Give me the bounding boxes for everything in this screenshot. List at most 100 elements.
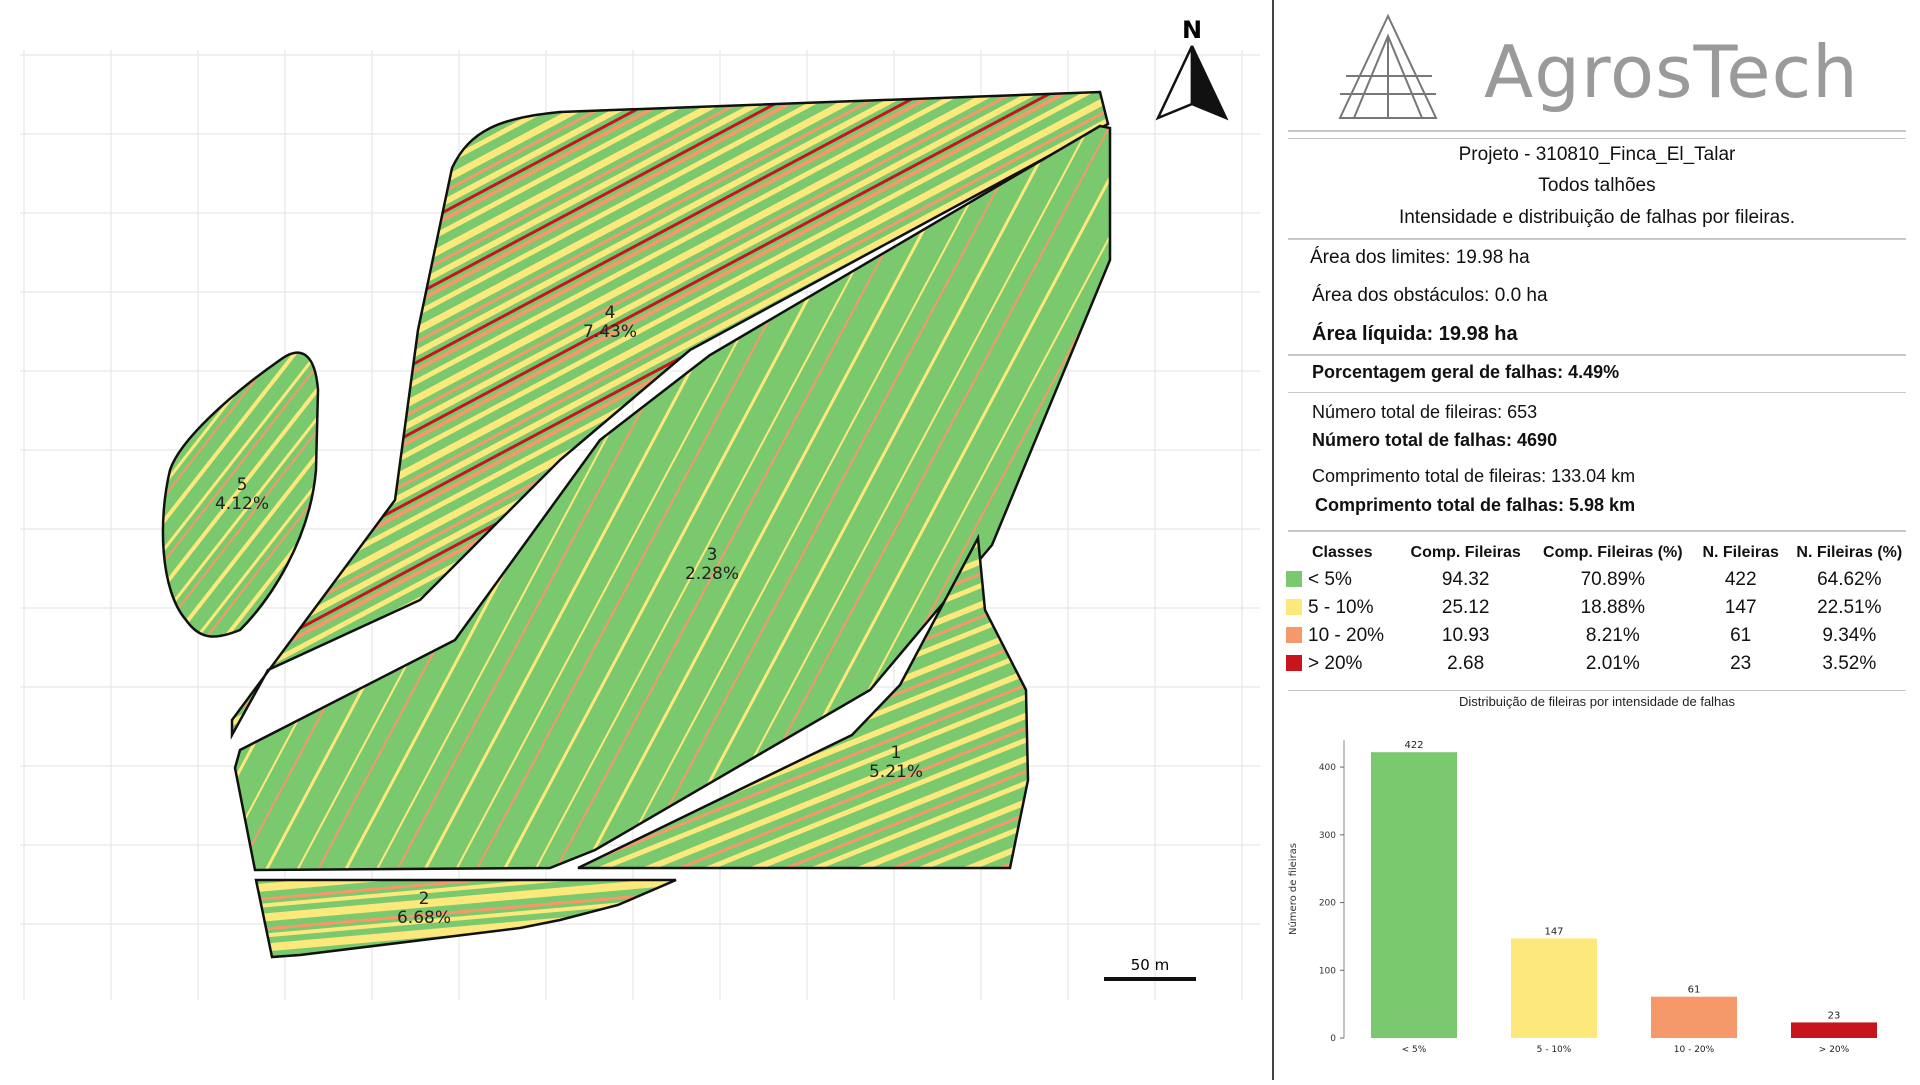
bar [1791,1022,1877,1038]
field-1-id: 1 [891,743,902,763]
table-cell: 9.34% [1822,625,1877,646]
area-obstacles: Área dos obstáculos: 0.0 ha [1312,285,1548,306]
y-tick-label: 100 [1319,966,1336,976]
table-body: < 5% 94.32 70.89% 422 64.62% 5 - 10% 25.12 18.8… [1284,566,1912,678]
agrostech-logo-icon [1338,14,1438,119]
field-5-pct: 4.12% [215,494,269,514]
table-cell: 422 [1724,569,1757,590]
field-3-pct: 2.28% [685,564,739,584]
table-cell: 10.93 [1441,625,1490,646]
class-cell: 5 - 10% [1284,594,1400,622]
y-tick-label: 300 [1319,831,1336,841]
y-tick-label: 400 [1319,763,1336,773]
class-label: < 5% [1308,569,1352,590]
report-subtitle: Intensidade e distribuição de falhas por… [1398,207,1796,228]
map-panel: 1 5.21% 2 6.68% 3 2.28% 4 7.43% 5 4.12% … [20,16,1260,1000]
scale-label: 50 m [1131,956,1169,974]
table-cell: 2.01% [1585,653,1640,674]
north-arrow-icon: N [1155,16,1229,121]
divider-line [1288,354,1906,356]
table-header: Comp. Fileiras [1410,544,1521,561]
panel-divider [1272,0,1274,1080]
table-row: 5 - 10% 25.12 18.88% 147 22.51% [1284,594,1912,622]
y-tick-label: 200 [1319,899,1336,909]
field-4-polygon[interactable] [230,90,1110,740]
divider-line [1288,530,1906,532]
class-cell: < 5% [1284,566,1400,594]
class-swatch [1286,599,1302,615]
divider-line [1288,392,1906,393]
bar-value-label: 61 [1688,985,1701,996]
y-axis-label: Número de fileiras [1287,843,1299,935]
class-swatch [1286,571,1302,587]
overall-failure: Porcentagem geral de falhas: 4.49% [1312,362,1620,382]
field-1-polygon[interactable] [577,533,1030,870]
class-label: > 20% [1308,653,1363,674]
table-cell: 147 [1724,597,1757,618]
divider-line [1288,238,1906,240]
table-cell: 2.68 [1447,653,1485,674]
class-label: 10 - 20% [1308,625,1385,646]
chart-title: Distribuição de fileiras por intensidade… [1458,694,1736,709]
class-cell: 10 - 20% [1284,622,1400,650]
class-label: 5 - 10% [1308,597,1374,618]
table-cell: 61 [1730,625,1752,646]
total-failures: Número total de falhas: 4690 [1312,430,1558,450]
bar-value-label: 23 [1828,1010,1841,1021]
field-3-id: 3 [707,545,718,565]
scope-label: Todos talhões [1538,175,1656,196]
table-header: Classes [1311,544,1373,561]
table-cell: 18.88% [1580,597,1646,618]
field-2-id: 2 [419,889,430,909]
total-row-length: Comprimento total de fileiras: 133.04 km [1312,466,1636,486]
field-4-pct: 7.43% [583,322,637,342]
field-5-id: 5 [237,475,248,495]
x-tick-label: > 20% [1819,1045,1850,1055]
north-label: N [1182,16,1202,44]
table-row: > 20% 2.68 2.01% 23 3.52% [1284,650,1912,678]
table-cell: 94.32 [1441,569,1490,590]
field-2-pct: 6.68% [397,908,451,928]
divider-line [1288,690,1906,691]
table-header: N. Fileiras (%) [1796,544,1903,561]
table-cell: 64.62% [1817,569,1882,590]
bar-value-label: 422 [1404,740,1423,751]
bar [1371,752,1457,1038]
total-rows: Número total de fileiras: 653 [1312,402,1538,422]
table-cell: 8.21% [1585,625,1640,646]
total-failure-length: Comprimento total de falhas: 5.98 km [1315,495,1636,515]
table-cell: 23 [1730,653,1752,674]
class-swatch [1286,627,1302,643]
field-2-polygon[interactable] [254,878,677,959]
field-labels: 1 5.21% 2 6.68% 3 2.28% 4 7.43% 5 4.12% [215,303,923,928]
project-name: Projeto - 310810_Finca_El_Talar [1458,144,1736,165]
field-3-polygon[interactable] [233,124,1112,872]
area-net: Área líquida: 19.98 ha [1312,323,1518,345]
failure-classes-table: Classes Comp. Fileiras Comp. Fileiras (%… [1284,540,1912,678]
x-tick-label: 10 - 20% [1674,1045,1715,1055]
field-4-id: 4 [605,303,616,323]
bar-value-label: 147 [1544,926,1563,937]
field-5-polygon[interactable] [161,351,320,638]
brand-name: AgrosTech [1484,30,1859,114]
field-map: 1 5.21% 2 6.68% 3 2.28% 4 7.43% 5 4.12% … [20,16,1260,1000]
bar-chart: 0 100 200 300 400 Número de fileiras 422 < 5% 14… [1287,740,1877,1055]
report-panel: AgrosTech Projeto - 310810_Finca_El_Tala… [1274,0,1920,1080]
divider-line [1288,138,1906,139]
table-header: Comp. Fileiras (%) [1543,544,1683,561]
area-limits: Área dos limites: 19.98 ha [1310,247,1530,268]
table-cell: 25.12 [1441,597,1490,618]
x-tick-label: < 5% [1402,1045,1427,1055]
y-tick-label: 0 [1330,1034,1336,1044]
class-cell: > 20% [1284,650,1400,678]
table-cell: 22.51% [1817,597,1882,618]
table-cell: 70.89% [1580,569,1646,590]
class-swatch [1286,655,1302,671]
table-cell: 3.52% [1822,653,1877,674]
field-1-pct: 5.21% [869,762,923,782]
bar [1651,996,1737,1038]
x-tick-label: 5 - 10% [1537,1045,1572,1055]
divider-line [1288,130,1906,132]
table-row: < 5% 94.32 70.89% 422 64.62% [1284,566,1912,594]
table-header: N. Fileiras [1702,544,1779,561]
